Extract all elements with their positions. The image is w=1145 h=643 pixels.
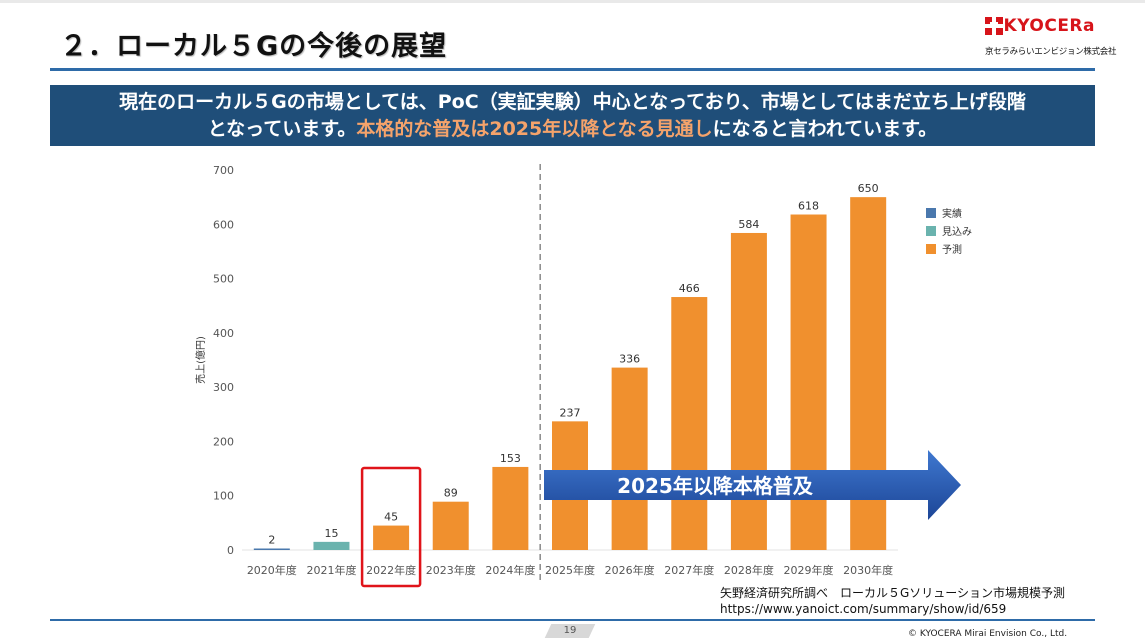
bar-2022	[373, 525, 410, 550]
logo-wordmark: KYOCERa	[1003, 16, 1095, 36]
banner-line-2-post: になると言われています。	[712, 118, 938, 140]
arrow-label: 2025年以降本格普及	[617, 474, 814, 498]
logo-subtitle: 京セラみらいエンビジョン株式会社	[985, 47, 1117, 57]
data-label: 466	[679, 282, 700, 295]
data-label: 650	[858, 182, 879, 195]
x-tick-label: 2023年度	[426, 563, 476, 577]
highlight-box-2022	[360, 466, 422, 588]
banner-highlight: 本格的な普及は2025年以降となる見通し	[356, 118, 713, 140]
summary-banner: 現在のローカル５Gの市場としては、PoC（実証実験）中心となっており、市場として…	[50, 85, 1095, 146]
legend-label: 実績	[942, 207, 962, 220]
x-tick-label: 2028年度	[724, 563, 774, 577]
x-tick-label: 2030年度	[843, 563, 893, 577]
legend-label: 見込み	[942, 226, 972, 238]
y-axis-label: 売上(億円)	[194, 336, 207, 384]
y-tick-label: 600	[213, 218, 234, 231]
page-number-badge: 19	[544, 624, 596, 638]
y-tick-label: 700	[213, 164, 234, 177]
bar-2021	[313, 541, 350, 550]
copyright: © KYOCERA Mirai Envision Co., Ltd.	[908, 629, 1068, 639]
bar-2020	[253, 548, 290, 550]
source-title: 矢野経済研究所調べ ローカル５Gソリューション市場規模予測	[720, 586, 1066, 600]
data-label: 89	[444, 487, 458, 500]
x-tick-label: 2024年度	[485, 563, 535, 577]
y-tick-label: 0	[227, 544, 234, 557]
x-tick-label: 2020年度	[247, 563, 297, 577]
header-rule	[50, 68, 1095, 71]
bottom-rule	[50, 619, 1095, 621]
banner-line-2: となっています。本格的な普及は2025年以降となる見通しになると言われています。	[50, 116, 1095, 143]
bar-2026	[611, 367, 648, 550]
data-label: 584	[738, 218, 759, 231]
kyocera-mark-icon	[985, 17, 1003, 35]
x-tick-label: 2026年度	[605, 563, 655, 577]
bar-2024	[492, 466, 529, 550]
x-tick-label: 2025年度	[545, 563, 595, 577]
source-citation: 矢野経済研究所調べ ローカル５Gソリューション市場規模予測 https://ww…	[720, 585, 1065, 617]
x-tick-label: 2021年度	[306, 563, 356, 577]
banner-line-1: 現在のローカル５Gの市場としては、PoC（実証実験）中心となっており、市場として…	[119, 91, 1026, 113]
data-label: 2	[268, 534, 275, 547]
legend-swatch	[926, 244, 936, 254]
banner-line-2-pre: となっています。	[207, 118, 357, 140]
data-label: 45	[384, 511, 398, 524]
legend-swatch	[926, 208, 936, 218]
legend-label: 予測	[942, 243, 962, 256]
bar-2023	[432, 501, 469, 550]
y-tick-label: 100	[213, 490, 234, 503]
y-tick-label: 200	[213, 435, 234, 448]
page-number: 19	[563, 625, 577, 636]
arrow-shape	[544, 450, 961, 520]
x-tick-label: 2027年度	[664, 563, 714, 577]
y-tick-label: 500	[213, 273, 234, 286]
bar-2027	[671, 297, 708, 550]
slide-title: ２．ローカル５Gの今後の展望	[60, 31, 448, 62]
company-logo: KYOCERa 京セラみらいエンビジョン株式会社	[985, 16, 1117, 60]
data-label: 336	[619, 353, 640, 366]
x-tick-label: 2029年度	[784, 563, 834, 577]
source-url[interactable]: https://www.yanoict.com/summary/show/id/…	[720, 602, 1007, 616]
market-size-bar-chart: 0 100 200 300 400 500 600 700 売上(億円) 2 2020年度 15 202…	[194, 164, 972, 588]
legend-swatch	[926, 226, 936, 236]
data-label: 618	[798, 200, 819, 213]
x-tick-label: 2022年度	[366, 563, 416, 577]
data-label: 237	[560, 406, 581, 419]
y-tick-label: 400	[213, 327, 234, 340]
y-tick-label: 300	[213, 381, 234, 394]
data-label: 153	[500, 452, 521, 465]
top-rule	[0, 0, 1145, 3]
data-label: 15	[324, 527, 338, 540]
bar-2028	[730, 232, 767, 550]
